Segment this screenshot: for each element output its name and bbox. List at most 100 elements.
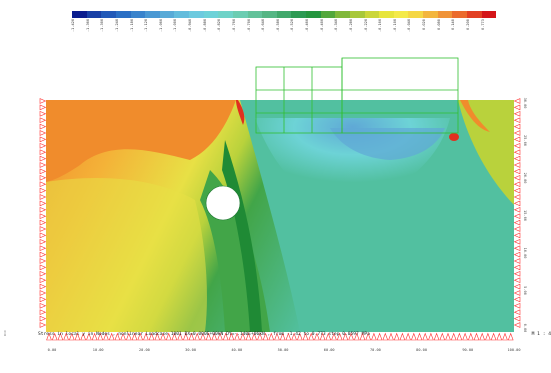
support-symbol [114,332,121,341]
support-symbol [39,149,47,156]
support-symbol [502,332,508,341]
support-symbol [336,332,343,341]
support-symbol [513,162,521,168]
legend-swatch [145,11,160,18]
right-supports [513,98,521,328]
support-symbol [513,302,521,309]
support-symbol [513,219,521,226]
support-symbol [513,270,521,277]
support-symbol [234,332,240,341]
support-symbol [39,245,47,252]
support-symbol [39,290,47,296]
support-symbol [137,332,144,341]
support-symbol [120,332,126,341]
support-symbol [416,332,423,341]
color-legend: -1.420 -1.360 -1.300 -1.240 -1.180 -1.120 -1.0… [71,11,497,37]
support-symbol [39,296,47,303]
legend-swatch [232,11,248,18]
support-symbol [325,332,332,341]
stress-peak-right [449,133,459,141]
support-symbol [513,258,521,264]
support-symbol [39,181,47,188]
stress-peak-left [236,100,245,125]
axis-tick-label: 25.00 [523,135,527,146]
zone-dark-green [222,140,262,332]
support-symbol [39,315,47,322]
support-symbol [51,332,58,341]
axis-tick-label: 10.00 [523,248,527,259]
support-symbol [513,104,521,111]
support-symbol [308,332,315,341]
support-symbol [131,332,138,341]
support-symbol [68,332,75,341]
support-symbol [513,98,521,104]
support-symbol [125,332,132,341]
support-symbol [513,110,521,117]
support-symbol [154,332,161,341]
support-symbol [445,332,451,341]
stress-contour-field [46,100,514,332]
support-symbol [46,332,52,341]
legend-swatch [335,11,350,18]
support-symbol [348,332,354,341]
support-symbol [513,232,521,239]
support-symbol [513,226,521,232]
support-symbol [57,332,64,341]
zone-orange-right [460,100,490,132]
legend-swatch [86,11,102,18]
support-symbol [222,332,229,341]
legend-swatch [481,11,497,18]
support-symbol [393,332,400,341]
legend-swatch [276,11,292,18]
zone-yellow-green [458,100,514,205]
support-symbol [39,270,47,277]
legend-swatch [130,11,146,18]
support-symbol [194,332,201,341]
support-symbol [39,142,47,149]
axis-tick-label: 15.00 [523,210,527,221]
support-symbol [268,332,275,341]
legend-swatch [452,11,467,18]
support-symbol [39,219,47,226]
axis-tick-label: 30.00 [523,98,527,109]
support-symbol [251,332,258,341]
support-symbol [148,332,155,341]
legend-swatch [189,11,204,18]
zone-orange [46,100,236,182]
support-symbol [285,332,292,341]
axis-tick-label: 100.00 [508,348,521,352]
support-symbol [39,168,47,175]
zone-yellow [46,177,207,332]
support-symbol [39,174,47,181]
legend-swatch [72,11,87,18]
support-symbol [177,332,183,341]
support-symbol [86,332,92,341]
support-symbol [513,264,521,271]
support-symbol [188,332,195,341]
building-frame[interactable] [255,57,459,134]
support-symbol [450,332,457,341]
support-symbol [239,332,246,341]
axis-y-label: Y [4,330,7,334]
support-symbol [376,332,383,341]
support-symbol [160,332,166,341]
legend-swatch [174,11,189,18]
zone-blue [330,128,445,160]
support-symbol [74,332,81,341]
support-symbol [513,155,521,162]
support-symbol [319,332,326,341]
result-description: Stress in local y in Nodes , nonlinear L… [38,332,370,337]
support-symbol [513,213,521,220]
support-symbol [63,332,69,341]
support-symbol [302,332,309,341]
support-symbol [274,332,280,341]
support-symbol [365,332,372,341]
axis-tick-label: 50.00 [278,348,289,352]
axis-tick-label: 30.00 [185,348,196,352]
axis-tick-label: 20.00 [523,173,527,184]
tunnel-cavity[interactable] [205,185,241,221]
support-symbol [496,332,503,341]
support-symbol [513,187,521,194]
support-symbol [39,98,47,104]
